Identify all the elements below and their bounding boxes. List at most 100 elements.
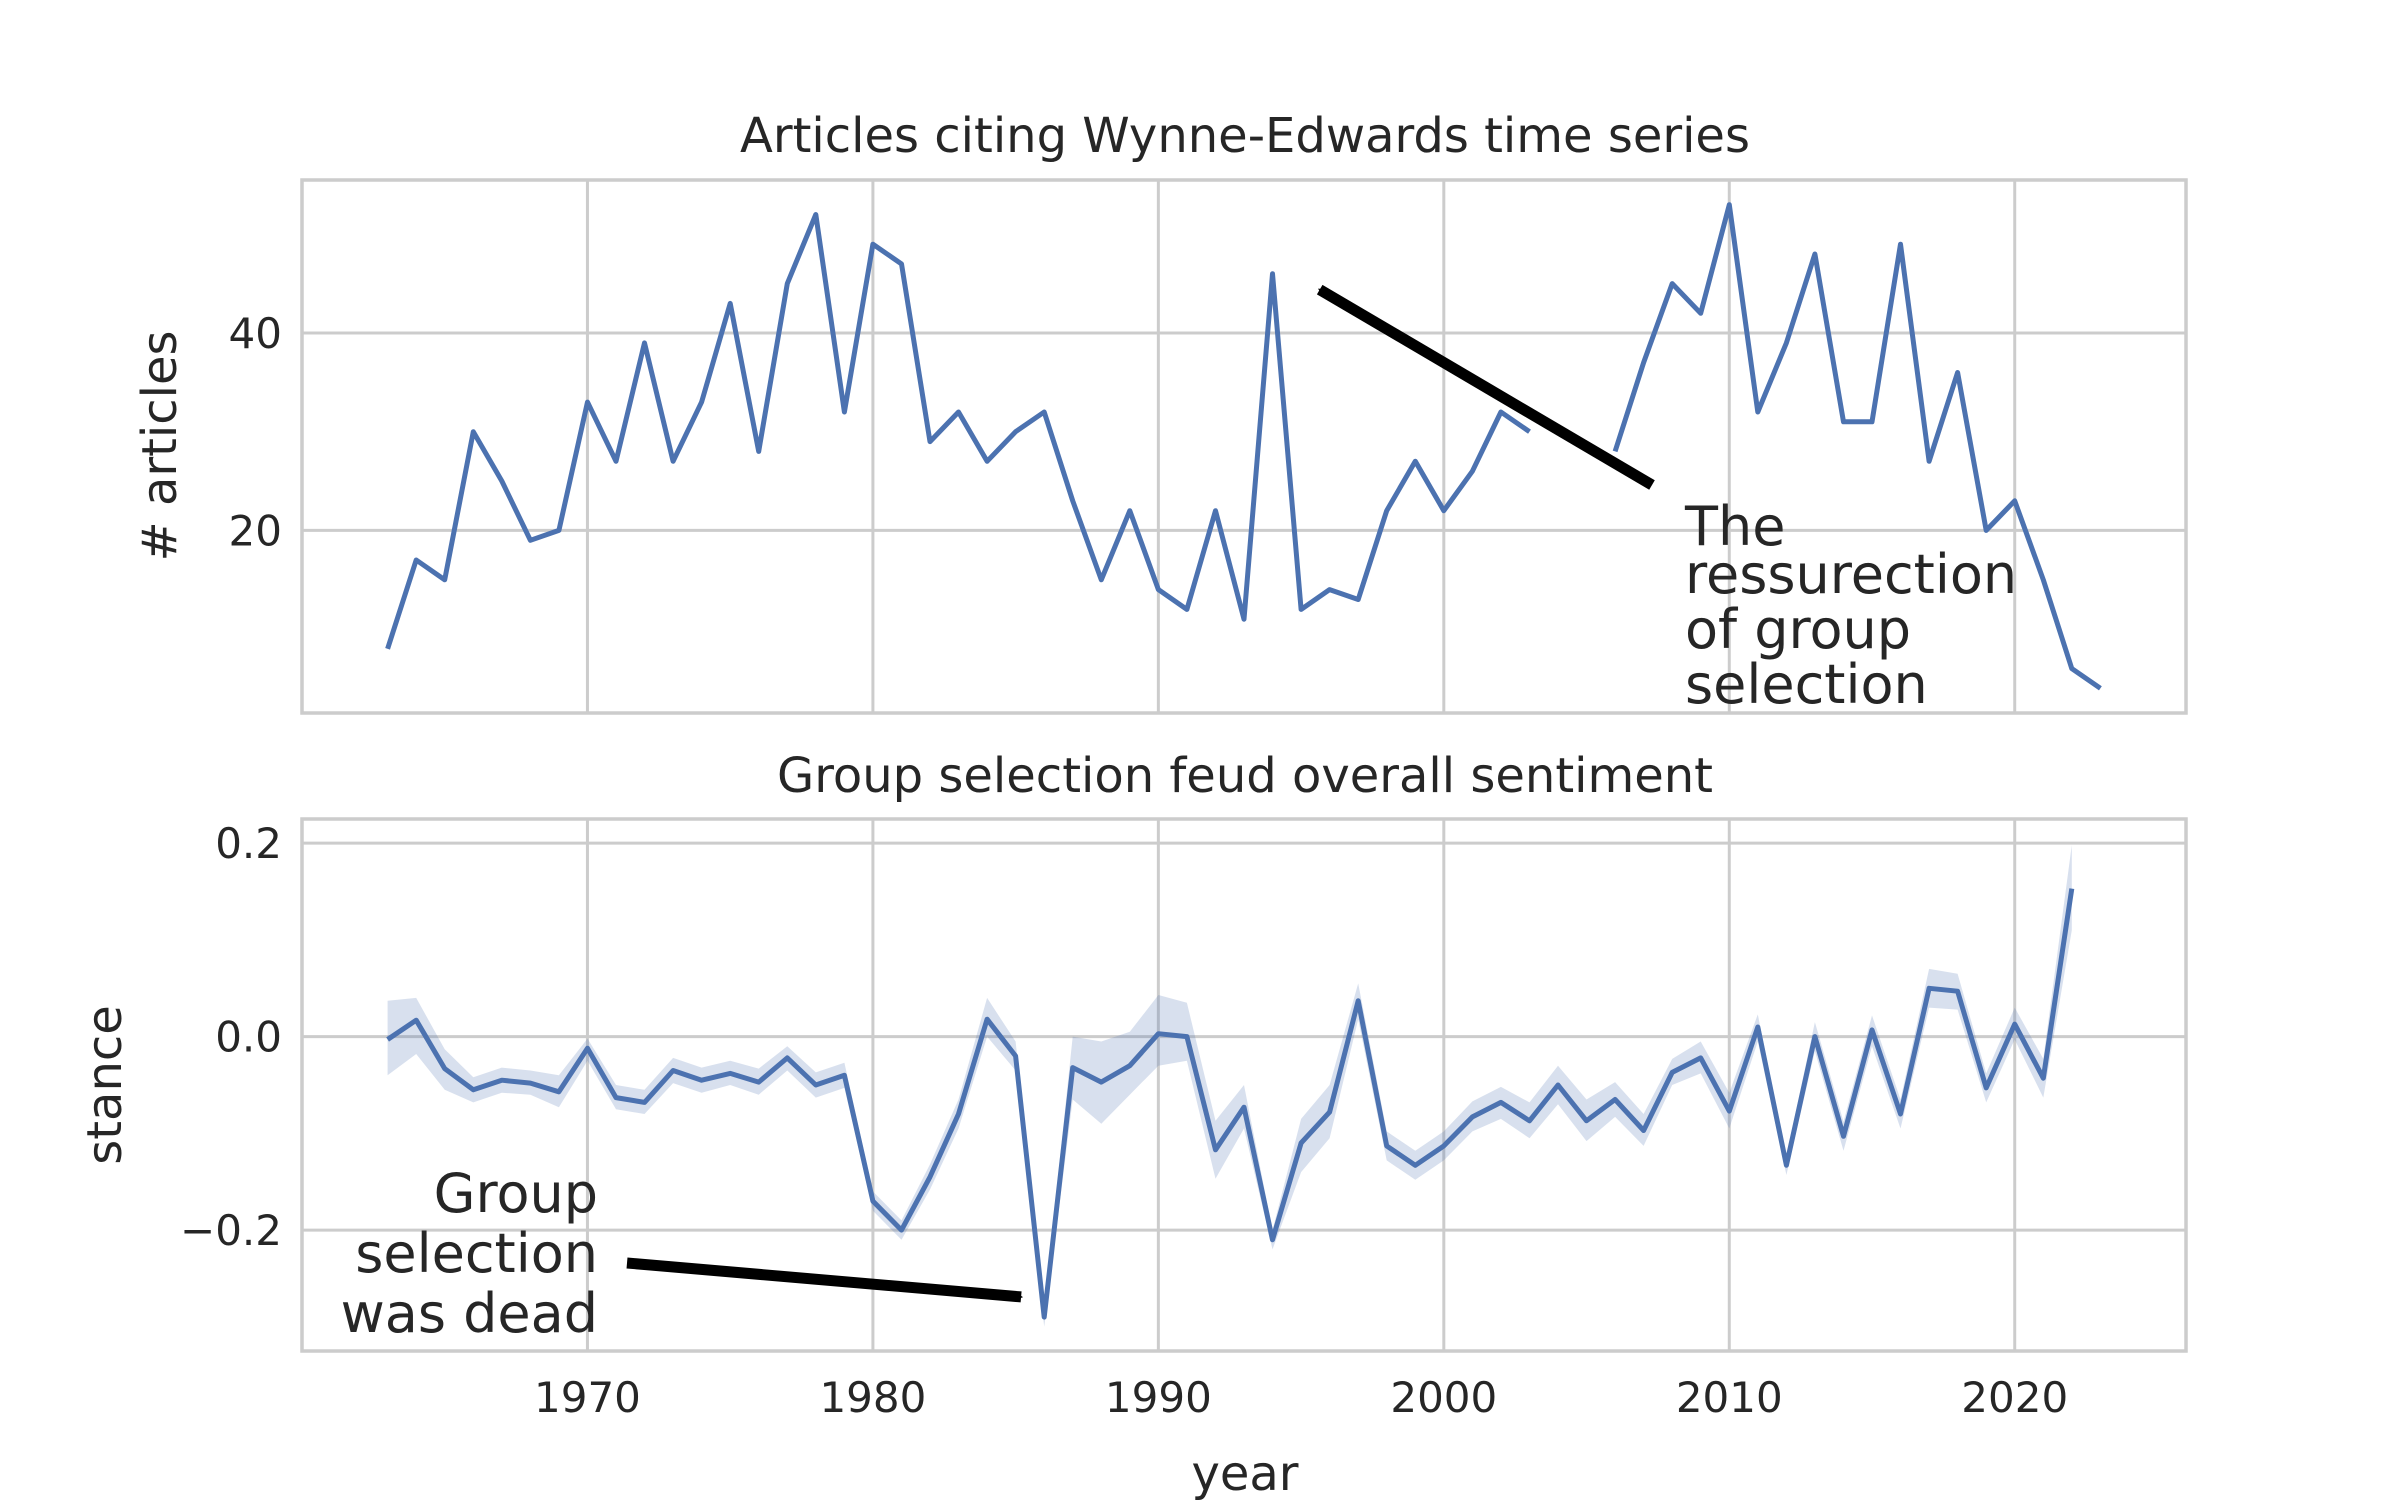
y-axis-label: stance	[77, 1005, 133, 1165]
data-point	[1869, 419, 1875, 425]
data-point	[984, 458, 990, 464]
data-point	[1555, 1082, 1561, 1088]
data-point	[1098, 1079, 1104, 1085]
data-point	[1698, 1055, 1704, 1061]
annotation-line: Group	[434, 1162, 598, 1225]
data-point	[1070, 498, 1076, 504]
data-point	[527, 537, 533, 543]
x-tick-label: 2000	[1390, 1373, 1497, 1422]
data-point	[1213, 1147, 1219, 1153]
data-point	[1498, 409, 1504, 415]
data-point	[1241, 616, 1247, 622]
data-point	[1041, 1314, 1047, 1320]
data-point	[1041, 409, 1047, 415]
data-point	[642, 340, 648, 346]
data-point	[1184, 1034, 1190, 1040]
annotation-line: selection	[1685, 653, 1928, 716]
y-tick-label: 40	[229, 309, 282, 358]
annotation-line: The	[1684, 495, 1785, 558]
data-point	[2040, 577, 2046, 583]
data-point	[499, 478, 505, 484]
data-point	[527, 1080, 533, 1086]
series-line-path	[385, 202, 2102, 691]
x-tick-label: 1970	[534, 1373, 641, 1422]
data-point	[413, 1017, 419, 1023]
data-point	[1098, 577, 1104, 583]
data-point	[1755, 1024, 1761, 1030]
data-point	[727, 300, 733, 306]
y-tick-label: 20	[229, 506, 282, 555]
data-point	[2069, 886, 2075, 892]
annotation-line: was dead	[341, 1282, 598, 1345]
x-tick-label: 1980	[819, 1373, 926, 1422]
data-point	[1926, 985, 1932, 991]
data-point	[585, 399, 591, 405]
articles-panel: Articles citing Wynne-Edwards time serie…	[132, 108, 2188, 716]
annotation: Group selection was dead	[341, 1162, 1024, 1345]
data-point	[927, 439, 933, 445]
data-point	[1298, 1140, 1304, 1146]
data-point	[699, 399, 705, 405]
data-point	[1812, 1034, 1818, 1040]
data-point	[1783, 340, 1789, 346]
data-point	[1841, 419, 1847, 425]
data-point	[1527, 429, 1533, 435]
data-point	[1898, 241, 1904, 247]
data-point	[442, 1066, 448, 1072]
data-point	[1384, 1143, 1390, 1149]
grid	[302, 180, 2186, 713]
data-point	[956, 1111, 962, 1117]
data-point	[870, 241, 876, 247]
data-point	[1726, 1108, 1732, 1114]
data-point	[1527, 1118, 1533, 1124]
data-point	[1270, 1237, 1276, 1243]
data-point	[984, 1016, 990, 1022]
y-tick-labels: 0.2 0.0 −0.2	[180, 819, 282, 1255]
data-point	[1869, 1027, 1875, 1033]
data-point	[899, 1227, 905, 1233]
data-point	[613, 458, 619, 464]
data-point	[556, 527, 562, 533]
data-point	[585, 1045, 591, 1051]
y-tick-label: 0.0	[215, 1013, 282, 1062]
data-point	[2069, 666, 2075, 672]
data-point	[1241, 1104, 1247, 1110]
annotation-line: of group	[1685, 598, 1911, 661]
data-point	[442, 577, 448, 583]
data-point	[670, 458, 676, 464]
x-tick-labels: 1970 1980 1990 2000 2010 2020	[534, 1373, 2068, 1422]
data-point	[841, 1072, 847, 1078]
data-point	[642, 1099, 648, 1105]
data-point	[1469, 1114, 1475, 1120]
data-point	[1184, 606, 1190, 612]
data-point	[813, 212, 819, 218]
data-point	[1812, 251, 1818, 257]
data-point	[1669, 1069, 1675, 1075]
chart-title: Group selection feud overall sentiment	[777, 748, 1713, 804]
data-point	[470, 1087, 476, 1093]
data-point	[1698, 310, 1704, 316]
data-point	[1412, 458, 1418, 464]
data-point	[1070, 1065, 1076, 1071]
data-point	[956, 409, 962, 415]
data-point	[1983, 527, 1989, 533]
confidence-band	[387, 845, 2072, 1327]
data-point	[613, 1095, 619, 1101]
data-point	[1355, 998, 1361, 1004]
sentiment-panel: Group selection feud overall sentiment 0…	[77, 748, 2188, 1500]
annotation-line: ressurection	[1685, 543, 2017, 606]
data-point	[1898, 1111, 1904, 1117]
data-point	[1155, 1031, 1161, 1037]
data-point	[1726, 202, 1732, 208]
data-point	[1013, 1053, 1019, 1059]
data-point	[2097, 685, 2103, 691]
x-axis-label: year	[1191, 1446, 1298, 1500]
data-point	[1155, 587, 1161, 593]
data-point	[1955, 988, 1961, 994]
data-point	[784, 281, 790, 287]
data-point	[385, 1037, 391, 1043]
data-point	[1783, 1162, 1789, 1168]
data-point	[413, 557, 419, 563]
